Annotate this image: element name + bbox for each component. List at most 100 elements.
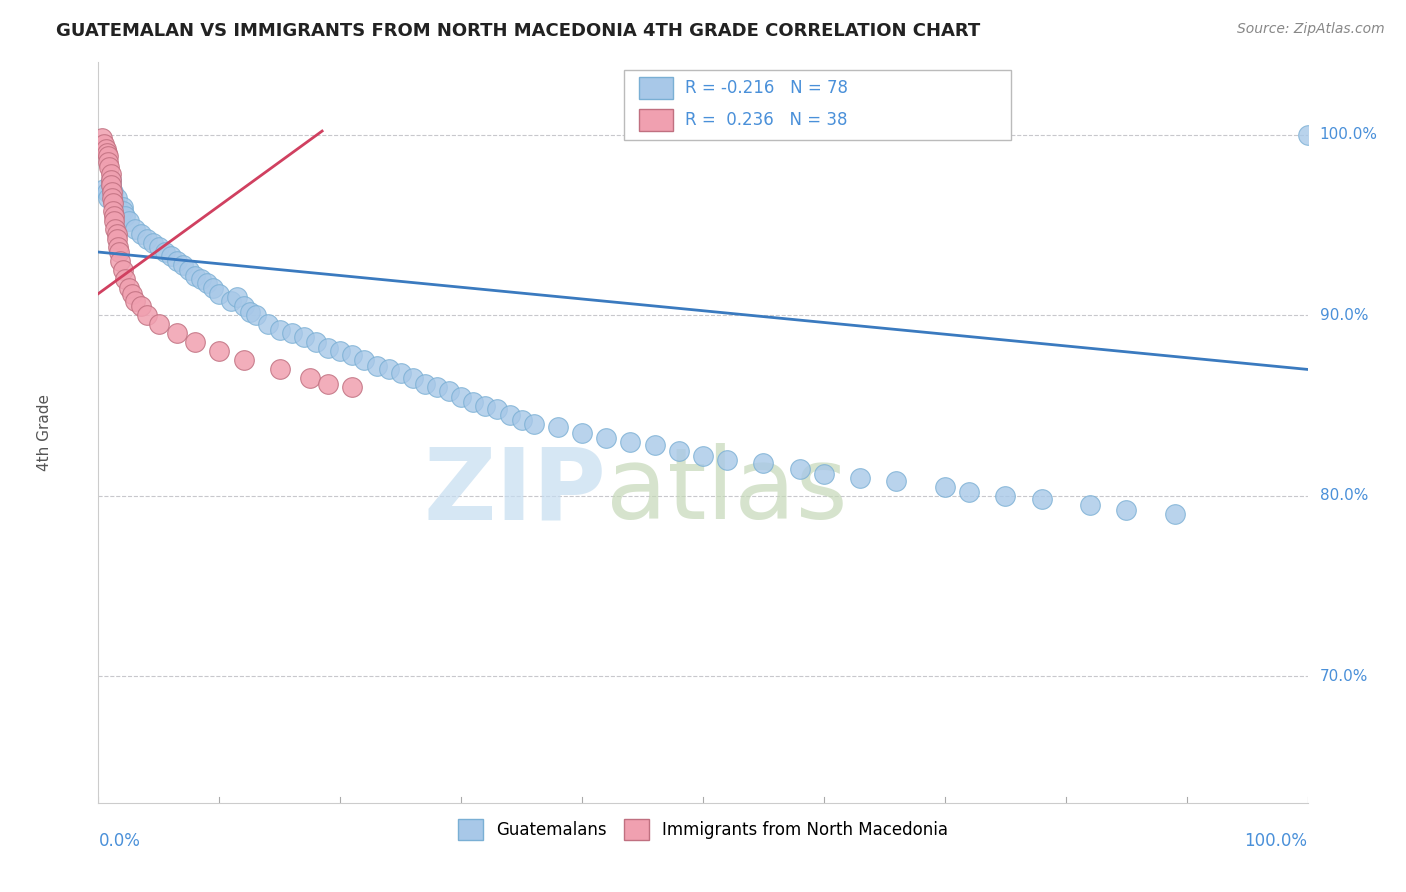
Point	[486, 402, 509, 417]
Point	[148, 239, 170, 253]
Text: 100.0%: 100.0%	[1320, 128, 1378, 142]
Point	[813, 467, 835, 482]
Point	[221, 293, 243, 308]
Text: 80.0%: 80.0%	[1320, 488, 1368, 503]
Point	[98, 160, 121, 174]
Point	[353, 353, 375, 368]
Point	[402, 371, 425, 385]
Point	[105, 227, 128, 241]
Point	[571, 425, 593, 440]
Point	[121, 286, 143, 301]
Point	[129, 299, 152, 313]
Point	[96, 186, 118, 200]
Point	[97, 154, 120, 169]
Point	[644, 438, 666, 452]
Legend: Guatemalans, Immigrants from North Macedonia: Guatemalans, Immigrants from North Maced…	[451, 813, 955, 847]
Point	[142, 235, 165, 250]
Text: 70.0%: 70.0%	[1320, 669, 1368, 684]
Point	[849, 471, 872, 485]
Point	[994, 489, 1017, 503]
Point	[105, 200, 128, 214]
Point	[105, 191, 128, 205]
Text: 0.0%: 0.0%	[98, 832, 141, 850]
Point	[413, 376, 436, 391]
Point	[118, 214, 141, 228]
Point	[108, 203, 131, 218]
Point	[366, 359, 388, 373]
Point	[1115, 503, 1137, 517]
Point	[124, 293, 146, 308]
Point	[342, 380, 364, 394]
Point	[111, 203, 134, 218]
Point	[114, 209, 136, 223]
Point	[114, 272, 136, 286]
Point	[886, 475, 908, 489]
Point	[94, 142, 117, 156]
Point	[299, 371, 322, 385]
Point	[269, 323, 291, 337]
Point	[269, 362, 291, 376]
Point	[934, 480, 956, 494]
Point	[619, 434, 641, 449]
Point	[342, 348, 364, 362]
Point	[547, 420, 569, 434]
Point	[752, 456, 775, 470]
Text: R = -0.216   N = 78: R = -0.216 N = 78	[685, 79, 848, 97]
Point	[100, 173, 122, 187]
Point	[426, 380, 449, 394]
Point	[160, 249, 183, 263]
Point	[100, 173, 122, 187]
Point	[108, 209, 131, 223]
Point	[100, 178, 122, 193]
Point	[1296, 128, 1319, 142]
Point	[103, 209, 125, 223]
Point	[1031, 492, 1053, 507]
Point	[208, 286, 231, 301]
Point	[96, 145, 118, 160]
Point	[226, 290, 249, 304]
Point	[190, 272, 212, 286]
Point	[692, 449, 714, 463]
Point	[135, 308, 157, 322]
Point	[450, 390, 472, 404]
Point	[153, 245, 176, 260]
Point	[179, 263, 201, 277]
Point	[1078, 498, 1101, 512]
Point	[184, 335, 207, 350]
Point	[245, 308, 267, 322]
Point	[1163, 507, 1185, 521]
Point	[232, 299, 254, 313]
Point	[316, 376, 339, 391]
Point	[957, 485, 980, 500]
Point	[232, 353, 254, 368]
Point	[108, 254, 131, 268]
Point	[100, 168, 122, 182]
Point	[101, 203, 124, 218]
Text: R =  0.236   N = 38: R = 0.236 N = 38	[685, 112, 848, 129]
Point	[789, 461, 811, 475]
Point	[195, 276, 218, 290]
FancyBboxPatch shape	[624, 70, 1011, 140]
Text: Source: ZipAtlas.com: Source: ZipAtlas.com	[1237, 22, 1385, 37]
Point	[111, 263, 134, 277]
Point	[463, 395, 485, 409]
Text: 90.0%: 90.0%	[1320, 308, 1368, 323]
Point	[104, 221, 127, 235]
Point	[124, 221, 146, 235]
Point	[498, 408, 520, 422]
Point	[256, 318, 278, 332]
Point	[474, 399, 496, 413]
Point	[111, 200, 134, 214]
Point	[305, 335, 328, 350]
Text: atlas: atlas	[606, 443, 848, 541]
Point	[118, 281, 141, 295]
Point	[129, 227, 152, 241]
Point	[103, 214, 125, 228]
Point	[202, 281, 225, 295]
Point	[595, 431, 617, 445]
Point	[101, 196, 124, 211]
Point	[100, 178, 122, 193]
Point	[668, 443, 690, 458]
Point	[103, 194, 125, 209]
Bar	[638, 109, 673, 131]
